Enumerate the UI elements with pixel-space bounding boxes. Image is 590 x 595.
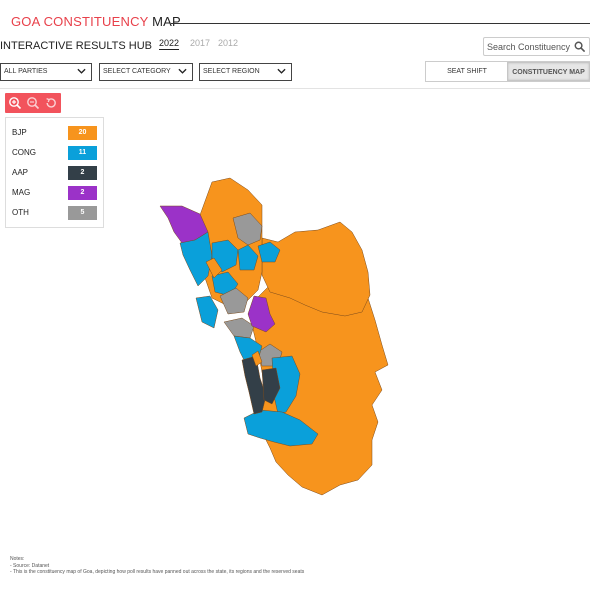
zoom-in-icon[interactable] <box>8 96 22 110</box>
party-legend: BJP 20 CONG 11 AAP 2 MAG 2 OTH 5 <box>5 117 104 228</box>
legend-seat-count: 2 <box>68 186 97 200</box>
title-rule <box>171 23 590 24</box>
chevron-down-icon <box>277 68 286 74</box>
page-title-accent: GOA CONSTITUENCY <box>11 14 149 29</box>
constituency-oth[interactable] <box>232 212 263 246</box>
page-title: GOA CONSTITUENCY MAP <box>11 14 181 29</box>
legend-seat-count: 2 <box>68 166 97 180</box>
zoom-out-icon[interactable] <box>26 96 40 110</box>
footnotes: Notes: - Source: Datanet - This is the c… <box>10 556 304 576</box>
constituency-cong-north[interactable] <box>195 295 219 329</box>
category-select[interactable]: SELECT CATEGORY <box>99 63 193 81</box>
party-select-value: ALL PARTIES <box>4 68 48 75</box>
party-select[interactable]: ALL PARTIES <box>0 63 92 81</box>
legend-seat-count: 5 <box>68 206 97 220</box>
page-subtitle: INTERACTIVE RESULTS HUB <box>0 40 152 52</box>
constituency-cong-north[interactable] <box>179 231 213 287</box>
year-tab-2012[interactable]: 2012 <box>218 38 239 48</box>
search-box <box>483 37 590 56</box>
region-select-value: SELECT REGION <box>203 68 260 75</box>
goa-constituency-map <box>159 177 389 496</box>
legend-row-oth[interactable]: OTH 5 <box>6 206 103 220</box>
constituency-aap[interactable] <box>261 367 281 405</box>
legend-party-name: OTH <box>12 208 29 217</box>
constituency-region[interactable] <box>205 257 223 279</box>
legend-party-name: CONG <box>12 148 36 157</box>
region-select[interactable]: SELECT REGION <box>199 63 292 81</box>
legend-row-mag[interactable]: MAG 2 <box>6 186 103 200</box>
category-select-value: SELECT CATEGORY <box>103 68 171 75</box>
legend-party-name: BJP <box>12 128 27 137</box>
legend-row-cong[interactable]: CONG 11 <box>6 146 103 160</box>
seat-shift-button[interactable]: SEAT SHIFT <box>447 68 487 75</box>
constituency-cong-north[interactable] <box>257 241 281 263</box>
year-tab-2022[interactable]: 2022 <box>159 38 180 48</box>
search-input[interactable] <box>487 40 571 53</box>
view-toggle: SEAT SHIFT CONSTITUENCY MAP <box>425 61 590 82</box>
constituency-mag-central[interactable] <box>247 295 276 333</box>
search-icon[interactable] <box>574 41 585 52</box>
chevron-down-icon <box>178 68 187 74</box>
legend-row-bjp[interactable]: BJP 20 <box>6 126 103 140</box>
constituency-cong-north[interactable] <box>237 244 259 271</box>
constituency-oth[interactable] <box>219 287 249 315</box>
title-row: GOA CONSTITUENCY MAP <box>0 14 590 34</box>
constituency-oth[interactable] <box>223 317 255 339</box>
legend-seat-count: 11 <box>68 146 97 160</box>
notes-description: - This is the constituency map of Goa, d… <box>10 569 305 575</box>
constituency-map-button[interactable]: CONSTITUENCY MAP <box>507 62 590 81</box>
constituency-cong-south[interactable] <box>243 409 319 447</box>
legend-seat-count: 20 <box>68 126 97 140</box>
legend-party-name: AAP <box>12 168 29 177</box>
chevron-down-icon <box>77 68 86 74</box>
constituency-region[interactable] <box>261 221 371 317</box>
page-title-plain: MAP <box>152 14 181 29</box>
notes-heading: Notes: <box>10 556 25 562</box>
header-divider <box>0 88 590 89</box>
reset-icon[interactable] <box>44 96 58 110</box>
legend-party-name: MAG <box>12 188 31 197</box>
legend-row-aap[interactable]: AAP 2 <box>6 166 103 180</box>
year-tab-2017[interactable]: 2017 <box>190 38 211 48</box>
constituency-region[interactable] <box>251 350 263 367</box>
zoom-controls <box>5 93 61 113</box>
notes-source: - Source: Datanet <box>10 562 50 569</box>
hub-row: INTERACTIVE RESULTS HUB 2022 2017 2012 <box>0 38 590 54</box>
